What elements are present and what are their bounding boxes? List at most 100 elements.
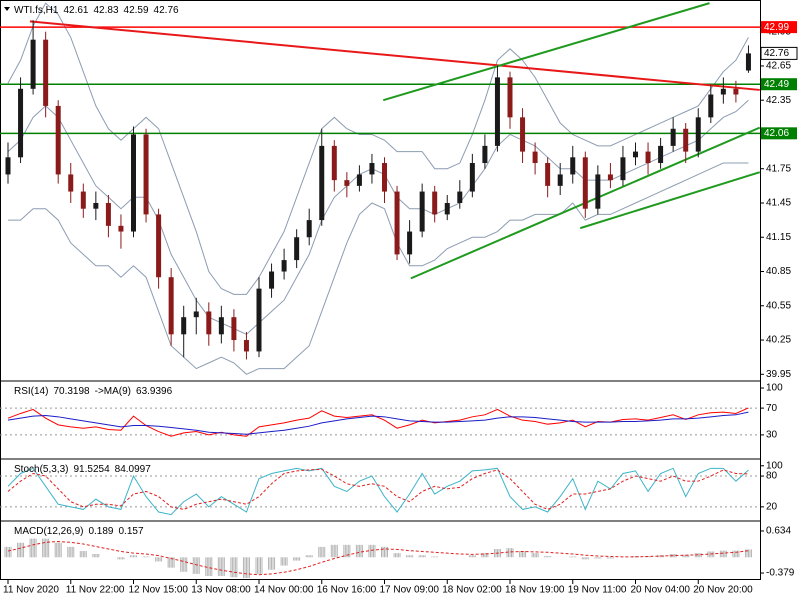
indicator-line [7, 467, 749, 516]
y-tick-label: 100 [766, 383, 783, 394]
candle-body [68, 174, 74, 192]
indicator-header: Stoch(5,3,3) 91.5254 84.0997 [14, 464, 151, 475]
price-line-label: 42.99 [764, 22, 789, 33]
candle-body [658, 145, 664, 164]
candle-body [607, 174, 613, 181]
indicator-line [7, 407, 749, 437]
y-tick-label: 41.15 [766, 232, 791, 243]
header-part: MACD(12,26,9) [14, 526, 83, 537]
x-tick-label: 11 Nov 2020 [3, 585, 59, 596]
candle-body [532, 151, 538, 164]
y-tick-label: 42.35 [766, 95, 791, 106]
candle-body [331, 145, 337, 181]
header-part: RSI(14) [14, 386, 48, 397]
indicator-line [7, 541, 749, 576]
y-tick-label: 40.55 [766, 300, 791, 311]
candle-body [319, 145, 325, 221]
x-tick-label: 19 Nov 11:00 [568, 585, 627, 596]
candle-body [582, 157, 588, 209]
price-line-label: 42.49 [764, 79, 789, 90]
candle-body [432, 191, 438, 215]
x-tick-label: 18 Nov 19:00 [505, 585, 565, 596]
y-tick-label: 20 [766, 501, 778, 512]
x-tick-label: 11 Nov 22:00 [66, 585, 125, 596]
candle-body [93, 202, 99, 209]
header-part: 42.83 [93, 5, 118, 16]
candle-body [720, 88, 726, 95]
y-tick-label: 40.25 [766, 335, 791, 346]
candle-body [507, 77, 513, 118]
menu-arrow [4, 7, 10, 11]
candle-body [256, 288, 262, 352]
header-part: 0.157 [119, 526, 144, 537]
candle-body [193, 311, 199, 318]
header-part: 84.0997 [115, 464, 152, 475]
header-part: 63.9396 [136, 386, 173, 397]
y-tick-label: 70 [766, 403, 778, 414]
header-part: 42.61 [63, 5, 88, 16]
candle-body [43, 39, 49, 106]
candle-body [733, 88, 739, 95]
candle-body [356, 174, 362, 186]
x-tick-label: 17 Nov 09:00 [380, 585, 440, 596]
indicator-line [7, 411, 749, 435]
candle-body [645, 151, 651, 164]
candle-body [545, 163, 551, 186]
candle-body [143, 134, 149, 215]
candle-body [708, 94, 714, 118]
candle-body [444, 202, 450, 215]
candle-body [595, 174, 601, 209]
x-tick-label: 13 Nov 08:00 [191, 585, 251, 596]
candle-body [18, 88, 24, 158]
frame [0, 0, 761, 580]
y-tick-label: -0.379 [766, 568, 795, 579]
trendline [579, 171, 761, 230]
price-line-tag [761, 78, 797, 91]
last-price-tag [760, 46, 798, 60]
header-part: 70.3198 [53, 386, 90, 397]
candle-body [745, 53, 751, 71]
candle-body [231, 317, 237, 341]
candle-body [105, 202, 111, 226]
indicator-header: WTI.fs,H1 42.61 42.83 42.59 42.76 [14, 5, 179, 16]
indicator-header: MACD(12,26,9) 0.189 0.157 [14, 526, 144, 537]
candle-body [181, 317, 187, 335]
x-tick-label: 20 Nov 04:00 [631, 585, 691, 596]
candle-body [243, 340, 249, 352]
candle-body [218, 317, 224, 335]
candle-body [482, 145, 488, 164]
header-part: 0.189 [88, 526, 113, 537]
header-part: 42.76 [154, 5, 179, 16]
candle-body [30, 39, 36, 89]
candle-body [494, 77, 500, 146]
candle-body [281, 260, 287, 272]
candle-body [80, 191, 86, 209]
price-line-label: 42.06 [764, 128, 789, 139]
last-price-label: 42.76 [764, 48, 789, 59]
header-part: 42.59 [124, 5, 149, 16]
x-tick-label: 14 Nov 00:00 [254, 585, 314, 596]
bollinger-band [7, 2, 749, 295]
candle-body [382, 163, 387, 192]
candle-body [156, 214, 162, 278]
header-part: Stoch(5,3,3) [14, 464, 68, 475]
candle-body [269, 271, 275, 289]
candle-body [206, 311, 212, 335]
price-line-tag [761, 21, 797, 34]
indicator-line [7, 468, 749, 510]
candle-body [131, 134, 136, 232]
header-part: 91.5254 [73, 464, 110, 475]
candle-body [394, 191, 400, 255]
y-tick-label: 80 [766, 471, 778, 482]
y-tick-label: 39.95 [766, 369, 791, 380]
candle-body [469, 163, 475, 192]
indicator-header: RSI(14) 70.3198 ->MA(9) 63.9396 [14, 386, 173, 397]
header-part: WTI.fs,H1 [14, 5, 59, 16]
candle-body [407, 231, 413, 255]
y-tick-label: 100 [766, 460, 783, 471]
candle-body [695, 117, 701, 152]
candle-body [670, 128, 676, 146]
candle-body [683, 128, 689, 152]
